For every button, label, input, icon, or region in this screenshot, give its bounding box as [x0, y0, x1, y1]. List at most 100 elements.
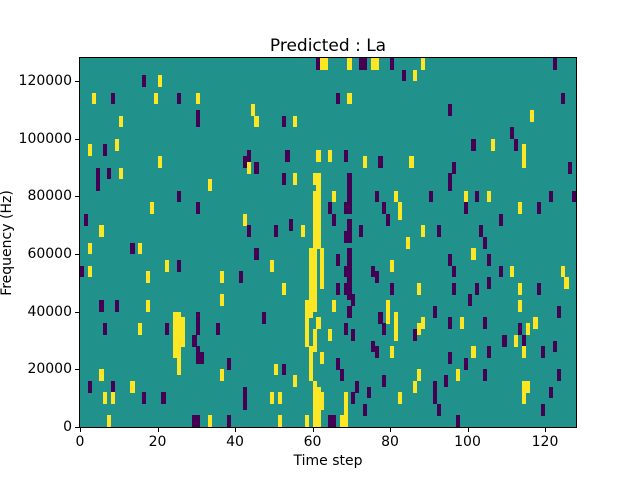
- heatmap-cell: [448, 179, 453, 186]
- heatmap-cell: [483, 323, 488, 330]
- heatmap-cell: [386, 311, 391, 318]
- heatmap-cell: [417, 375, 422, 382]
- heatmap-cell: [405, 242, 410, 249]
- heatmap-cell: [242, 386, 247, 393]
- heatmap-cell: [316, 219, 321, 226]
- heatmap-cell: [87, 386, 92, 393]
- heatmap-cell: [165, 265, 170, 272]
- heatmap-cell: [176, 340, 182, 347]
- heatmap-cell: [316, 202, 321, 209]
- heatmap-cell: [312, 282, 317, 289]
- heatmap-cell: [312, 230, 317, 238]
- heatmap-cell: [277, 421, 282, 427]
- heatmap-cell: [316, 179, 321, 186]
- heatmap-cell: [421, 317, 426, 324]
- heatmap-cell: [242, 403, 247, 410]
- heatmap-cell: [537, 288, 542, 295]
- heatmap-cell: [521, 352, 526, 359]
- heatmap-cell: [312, 173, 317, 180]
- heatmap-cell: [417, 323, 422, 330]
- heatmap-cell: [475, 190, 480, 197]
- heatmap-cell: [80, 271, 85, 278]
- heatmap-cell: [390, 282, 395, 289]
- heatmap-cell: [238, 277, 244, 284]
- heatmap-cell: [471, 248, 476, 255]
- heatmap-cell: [95, 167, 100, 174]
- heatmap-cell: [192, 415, 197, 422]
- heatmap-cell: [490, 138, 495, 145]
- heatmap-cell: [452, 282, 457, 289]
- heatmap-cell: [560, 98, 565, 105]
- heatmap-cell: [316, 392, 321, 399]
- heatmap-cell: [448, 352, 453, 359]
- heatmap-cell: [207, 179, 213, 186]
- heatmap-cell: [390, 259, 395, 266]
- heatmap-cell: [312, 271, 317, 278]
- heatmap-cell: [510, 132, 515, 140]
- heatmap-cell: [510, 265, 515, 272]
- heatmap-cell: [529, 109, 534, 116]
- x-tick-label: 20: [148, 434, 167, 450]
- heatmap-cell: [390, 265, 395, 272]
- heatmap-cell: [176, 323, 182, 330]
- heatmap-cell: [448, 323, 453, 330]
- x-tick-label: 100: [454, 434, 481, 450]
- heatmap-cell: [335, 363, 340, 370]
- heatmap-cell: [390, 63, 395, 70]
- heatmap-cell: [246, 150, 251, 157]
- heatmap-cell: [173, 340, 178, 347]
- heatmap-cell: [370, 58, 375, 65]
- heatmap-cell: [312, 207, 317, 214]
- heatmap-cell: [374, 196, 379, 203]
- heatmap-cell: [285, 156, 290, 163]
- heatmap-cell: [165, 328, 170, 336]
- y-tick-label: 60000: [27, 246, 72, 263]
- heatmap-cell: [157, 75, 162, 82]
- heatmap-cell: [312, 346, 317, 353]
- heatmap-cell: [219, 300, 224, 307]
- heatmap-cell: [331, 219, 337, 226]
- heatmap-cell: [111, 398, 116, 405]
- heatmap-cell: [320, 398, 325, 405]
- heatmap-cell: [142, 398, 147, 405]
- heatmap-cell: [382, 380, 387, 387]
- heatmap-cell: [359, 230, 364, 238]
- heatmap-cell: [347, 58, 352, 65]
- heatmap-cell: [335, 282, 340, 289]
- heatmap-cell: [432, 311, 437, 318]
- heatmap-cell: [343, 392, 348, 399]
- heatmap-cell: [293, 173, 298, 180]
- heatmap-cell: [138, 323, 143, 330]
- heatmap-cell: [227, 357, 232, 364]
- heatmap-cell: [308, 363, 313, 370]
- heatmap-cell: [304, 317, 309, 324]
- heatmap-cell: [448, 259, 453, 266]
- heatmap-cell: [331, 213, 337, 220]
- heatmap-cell: [149, 202, 154, 209]
- heatmap-cell: [316, 196, 321, 203]
- heatmap-cell: [227, 415, 232, 422]
- heatmap-cell: [196, 92, 201, 99]
- heatmap-cell: [436, 409, 441, 416]
- heatmap-cell: [281, 369, 286, 376]
- heatmap-cell: [304, 334, 309, 341]
- heatmap-cell: [312, 300, 317, 307]
- heatmap-cell: [312, 403, 317, 410]
- heatmap-cell: [312, 305, 317, 312]
- heatmap-cell: [331, 190, 337, 197]
- heatmap-cell: [556, 305, 561, 312]
- heatmap-cell: [254, 254, 259, 261]
- heatmap-cell: [374, 190, 379, 197]
- heatmap-cell: [421, 230, 426, 238]
- heatmap-cell: [514, 340, 519, 347]
- heatmap-cell: [339, 375, 344, 382]
- heatmap-cell: [196, 346, 201, 353]
- heatmap-cell: [293, 115, 298, 122]
- heatmap-cell: [153, 92, 158, 99]
- heatmap-cell: [281, 115, 286, 122]
- heatmap-cell: [320, 282, 325, 289]
- heatmap-cell: [285, 150, 290, 157]
- heatmap-cell: [196, 421, 201, 427]
- heatmap-cell: [428, 196, 433, 203]
- heatmap-cell: [87, 271, 92, 278]
